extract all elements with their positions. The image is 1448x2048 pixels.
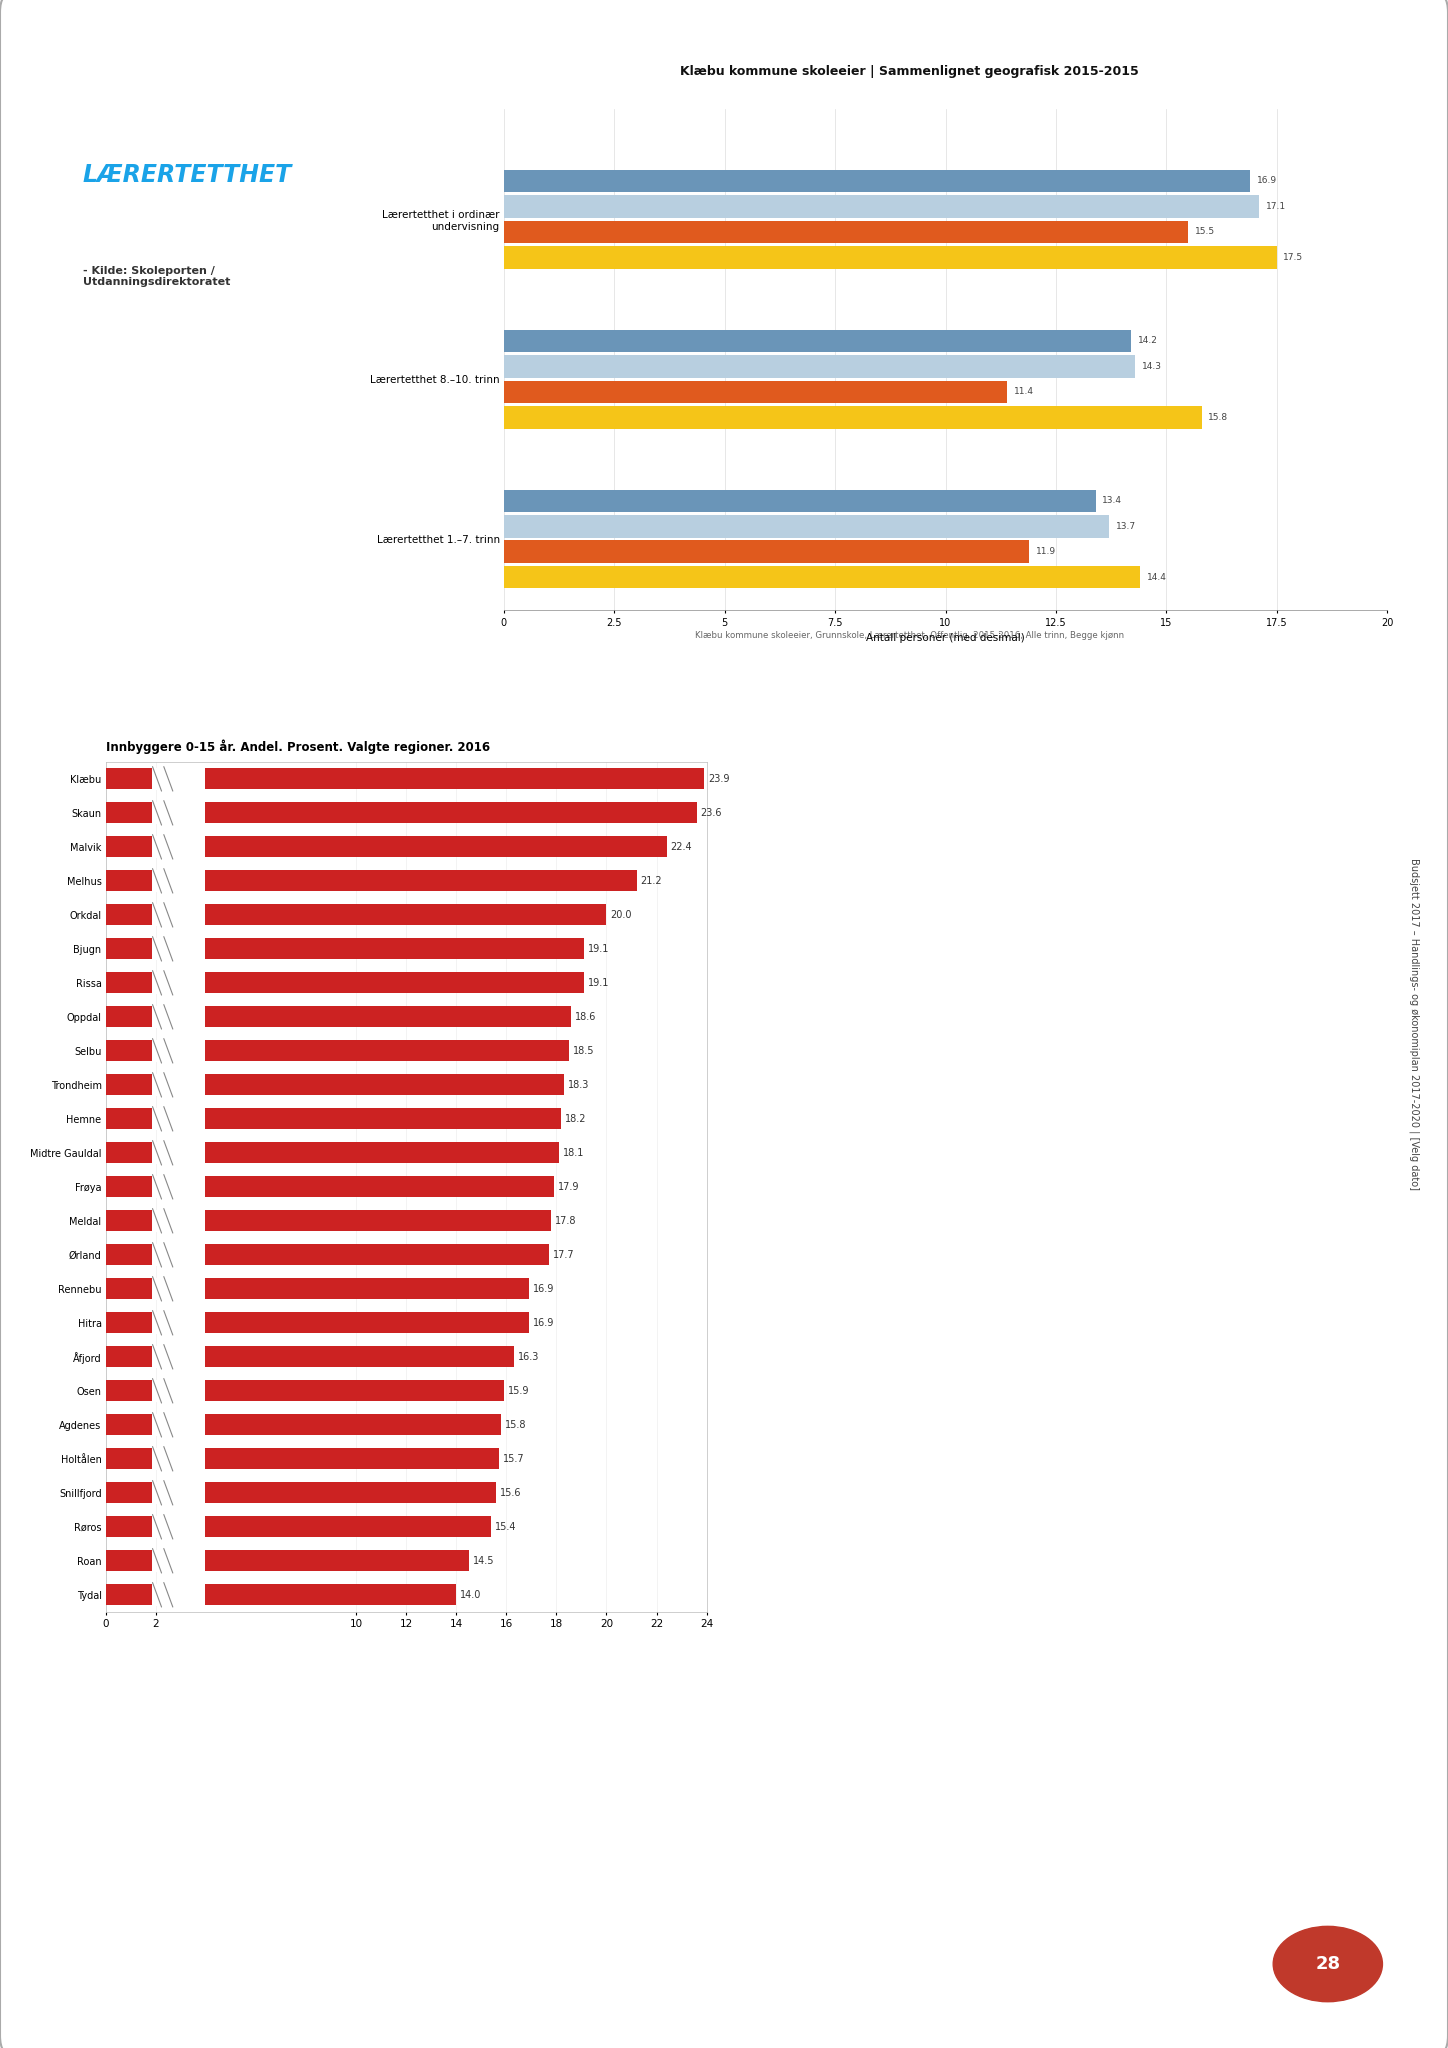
Bar [106,1313,529,1333]
Bar [152,1143,204,1163]
Text: 23.9: 23.9 [708,774,730,784]
Bar [106,1516,491,1538]
Text: 22.4: 22.4 [670,842,692,852]
Text: 14.0: 14.0 [460,1589,481,1599]
Bar [106,1006,572,1028]
Text: 17.5: 17.5 [1283,252,1303,262]
Text: 14.3: 14.3 [1142,362,1163,371]
Text: 18.6: 18.6 [575,1012,597,1022]
Bar [106,938,584,958]
Text: 19.1: 19.1 [588,977,610,987]
Bar [106,1245,549,1266]
Text: 15.9: 15.9 [508,1386,529,1397]
Bar [504,406,1202,428]
Text: 15.6: 15.6 [500,1487,521,1497]
Bar [106,973,584,993]
Bar [504,514,1109,537]
Bar [106,1346,514,1368]
Text: 15.8: 15.8 [505,1419,527,1430]
Bar [106,1415,501,1436]
Bar [504,195,1260,217]
Bar [152,938,204,961]
Text: 18.3: 18.3 [568,1079,589,1090]
Text: 16.3: 16.3 [517,1352,539,1362]
Text: Budsjett 2017 – Handlings- og økonomiplan 2017-2020 | [Velg dato]: Budsjett 2017 – Handlings- og økonomipla… [1409,858,1420,1190]
Bar [106,1075,563,1096]
Text: 15.5: 15.5 [1195,227,1215,236]
Bar [106,1278,529,1298]
Text: •  ANDEL BARN I KLÆBU, 0 – 15ÅR, ER
SVÆRT HØY, HØYEST I FYLKET OG
6.PLASS I LAND: • ANDEL BARN I KLÆBU, 0 – 15ÅR, ER SVÆRT… [738,1081,947,1120]
Bar [106,870,637,891]
Bar [106,1448,498,1468]
Bar [504,541,1030,563]
Bar [152,1210,204,1231]
Text: LÆRERTETTHET: LÆRERTETTHET [83,162,292,186]
Text: 23.6: 23.6 [701,807,723,817]
Text: 18.5: 18.5 [572,1047,594,1057]
Bar [106,1210,552,1231]
Text: 14.2: 14.2 [1138,336,1157,346]
Bar [152,1243,204,1266]
Text: 11.4: 11.4 [1014,387,1034,395]
Bar [152,836,204,858]
Bar [152,768,204,791]
Text: 21.2: 21.2 [640,877,662,887]
Text: •  ANSATTE TETTHET I BHG OG
SKOLE ER BETYDELIG LAVERE ENN
KOMMUNEGRUPPE OG TRDH.: • ANSATTE TETTHET I BHG OG SKOLE ER BETY… [738,1188,925,1225]
Text: 17.8: 17.8 [555,1217,576,1227]
Bar [106,1550,469,1571]
Bar [106,768,704,788]
Text: 20.0: 20.0 [610,909,631,920]
Bar [152,1176,204,1198]
Bar [106,1483,497,1503]
Circle shape [1273,1927,1383,2001]
Bar [152,1040,204,1061]
Text: 15.4: 15.4 [495,1522,517,1532]
Text: Klæbu kommune skoleeier, Grunnskole, Lærertetthet, Offentlig, 2015-2016, Alle tr: Klæbu kommune skoleeier, Grunnskole, Lær… [695,631,1124,639]
Text: 16.9: 16.9 [1257,176,1277,186]
Bar [106,1176,555,1198]
Text: 11.9: 11.9 [1037,547,1056,557]
Text: - Kilde: Skoleporten /
Utdanningsdirektoratet: - Kilde: Skoleporten / Utdanningsdirekto… [83,266,230,287]
Bar [106,905,607,926]
Bar [504,330,1131,352]
Text: •  BARNEHAGE OG SKOLE KOSTER
MER FOR KLÆBU, MÅLT I % AV
INNTEKT, ENN KOMMUNEGRUP: • BARNEHAGE OG SKOLE KOSTER MER FOR KLÆB… [738,975,924,1030]
Bar [504,381,1008,403]
Bar [504,246,1277,268]
Bar [152,1346,204,1368]
Bar [504,170,1250,193]
Bar [152,1516,204,1538]
Bar [504,354,1135,377]
Bar [152,973,204,993]
Bar [504,565,1140,588]
Text: 18.1: 18.1 [563,1147,584,1157]
Text: Klæbu kommune skoleeier | Sammenlignet geografisk 2015-2015: Klæbu kommune skoleeier | Sammenlignet g… [681,66,1138,78]
Bar [106,836,666,858]
Bar [106,1143,559,1163]
Text: 14.4: 14.4 [1147,573,1167,582]
Bar [106,803,696,823]
Text: 28: 28 [1315,1956,1341,1972]
Bar [152,1550,204,1571]
Text: Innbyggere 0-15 år. Andel. Prosent. Valgte regioner. 2016: Innbyggere 0-15 år. Andel. Prosent. Valg… [106,739,489,754]
Bar [504,221,1189,244]
Text: 15.7: 15.7 [502,1454,524,1464]
Text: 13.7: 13.7 [1115,522,1135,530]
Text: 16.9: 16.9 [533,1284,555,1294]
Bar [152,903,204,926]
Text: 18.2: 18.2 [565,1114,586,1124]
Bar [152,1483,204,1503]
Text: 19.1: 19.1 [588,944,610,954]
Bar [152,803,204,823]
Bar [152,1313,204,1333]
Bar [152,1448,204,1470]
Bar [106,1585,456,1606]
Text: •  KLÆBU MER EFFEKTIVE IFHT.
TIMER OG RESULTATER
SAMMENHOLDT MED RESSURSER: • KLÆBU MER EFFEKTIVE IFHT. TIMER OG RES… [738,1300,919,1339]
Text: 14.5: 14.5 [472,1556,494,1567]
Bar [152,1006,204,1028]
Bar [106,1380,504,1401]
X-axis label: Antall personer (med desimal): Antall personer (med desimal) [866,633,1025,643]
Bar [152,1073,204,1096]
Text: 13.4: 13.4 [1102,496,1122,506]
Text: 15.8: 15.8 [1208,414,1228,422]
